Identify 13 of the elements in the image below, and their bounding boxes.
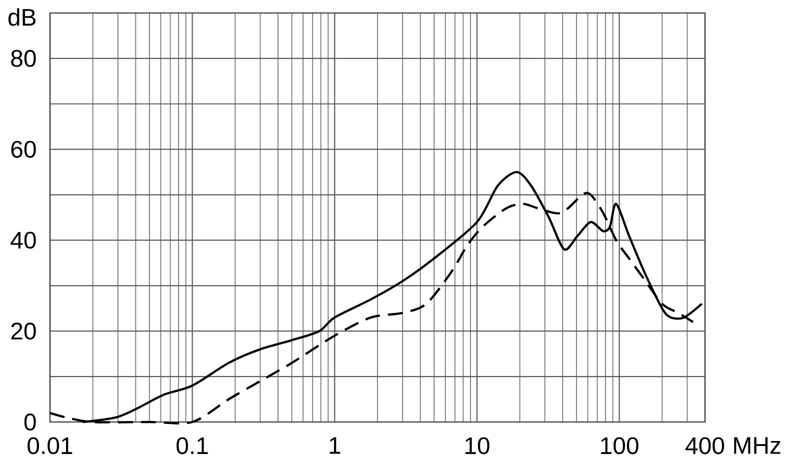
- y-tick-label: 60: [11, 140, 36, 158]
- y-axis-title: dB: [8, 8, 36, 26]
- y-tick-label: 40: [10, 232, 36, 249]
- x-tick-label: 100: [601, 437, 638, 454]
- x-tick-label: 0.1: [176, 437, 208, 454]
- y-tick-label: 0: [24, 413, 36, 430]
- y-tick-label: 80: [11, 50, 36, 67]
- x-tick-label: 400: [686, 437, 724, 454]
- x-axis-title: MHz: [734, 437, 780, 454]
- x-tick-label: 10: [465, 437, 490, 454]
- x-tick-label: 1: [330, 437, 340, 454]
- x-tick-label: 0.01: [28, 437, 72, 454]
- y-tick-label: 20: [11, 322, 36, 340]
